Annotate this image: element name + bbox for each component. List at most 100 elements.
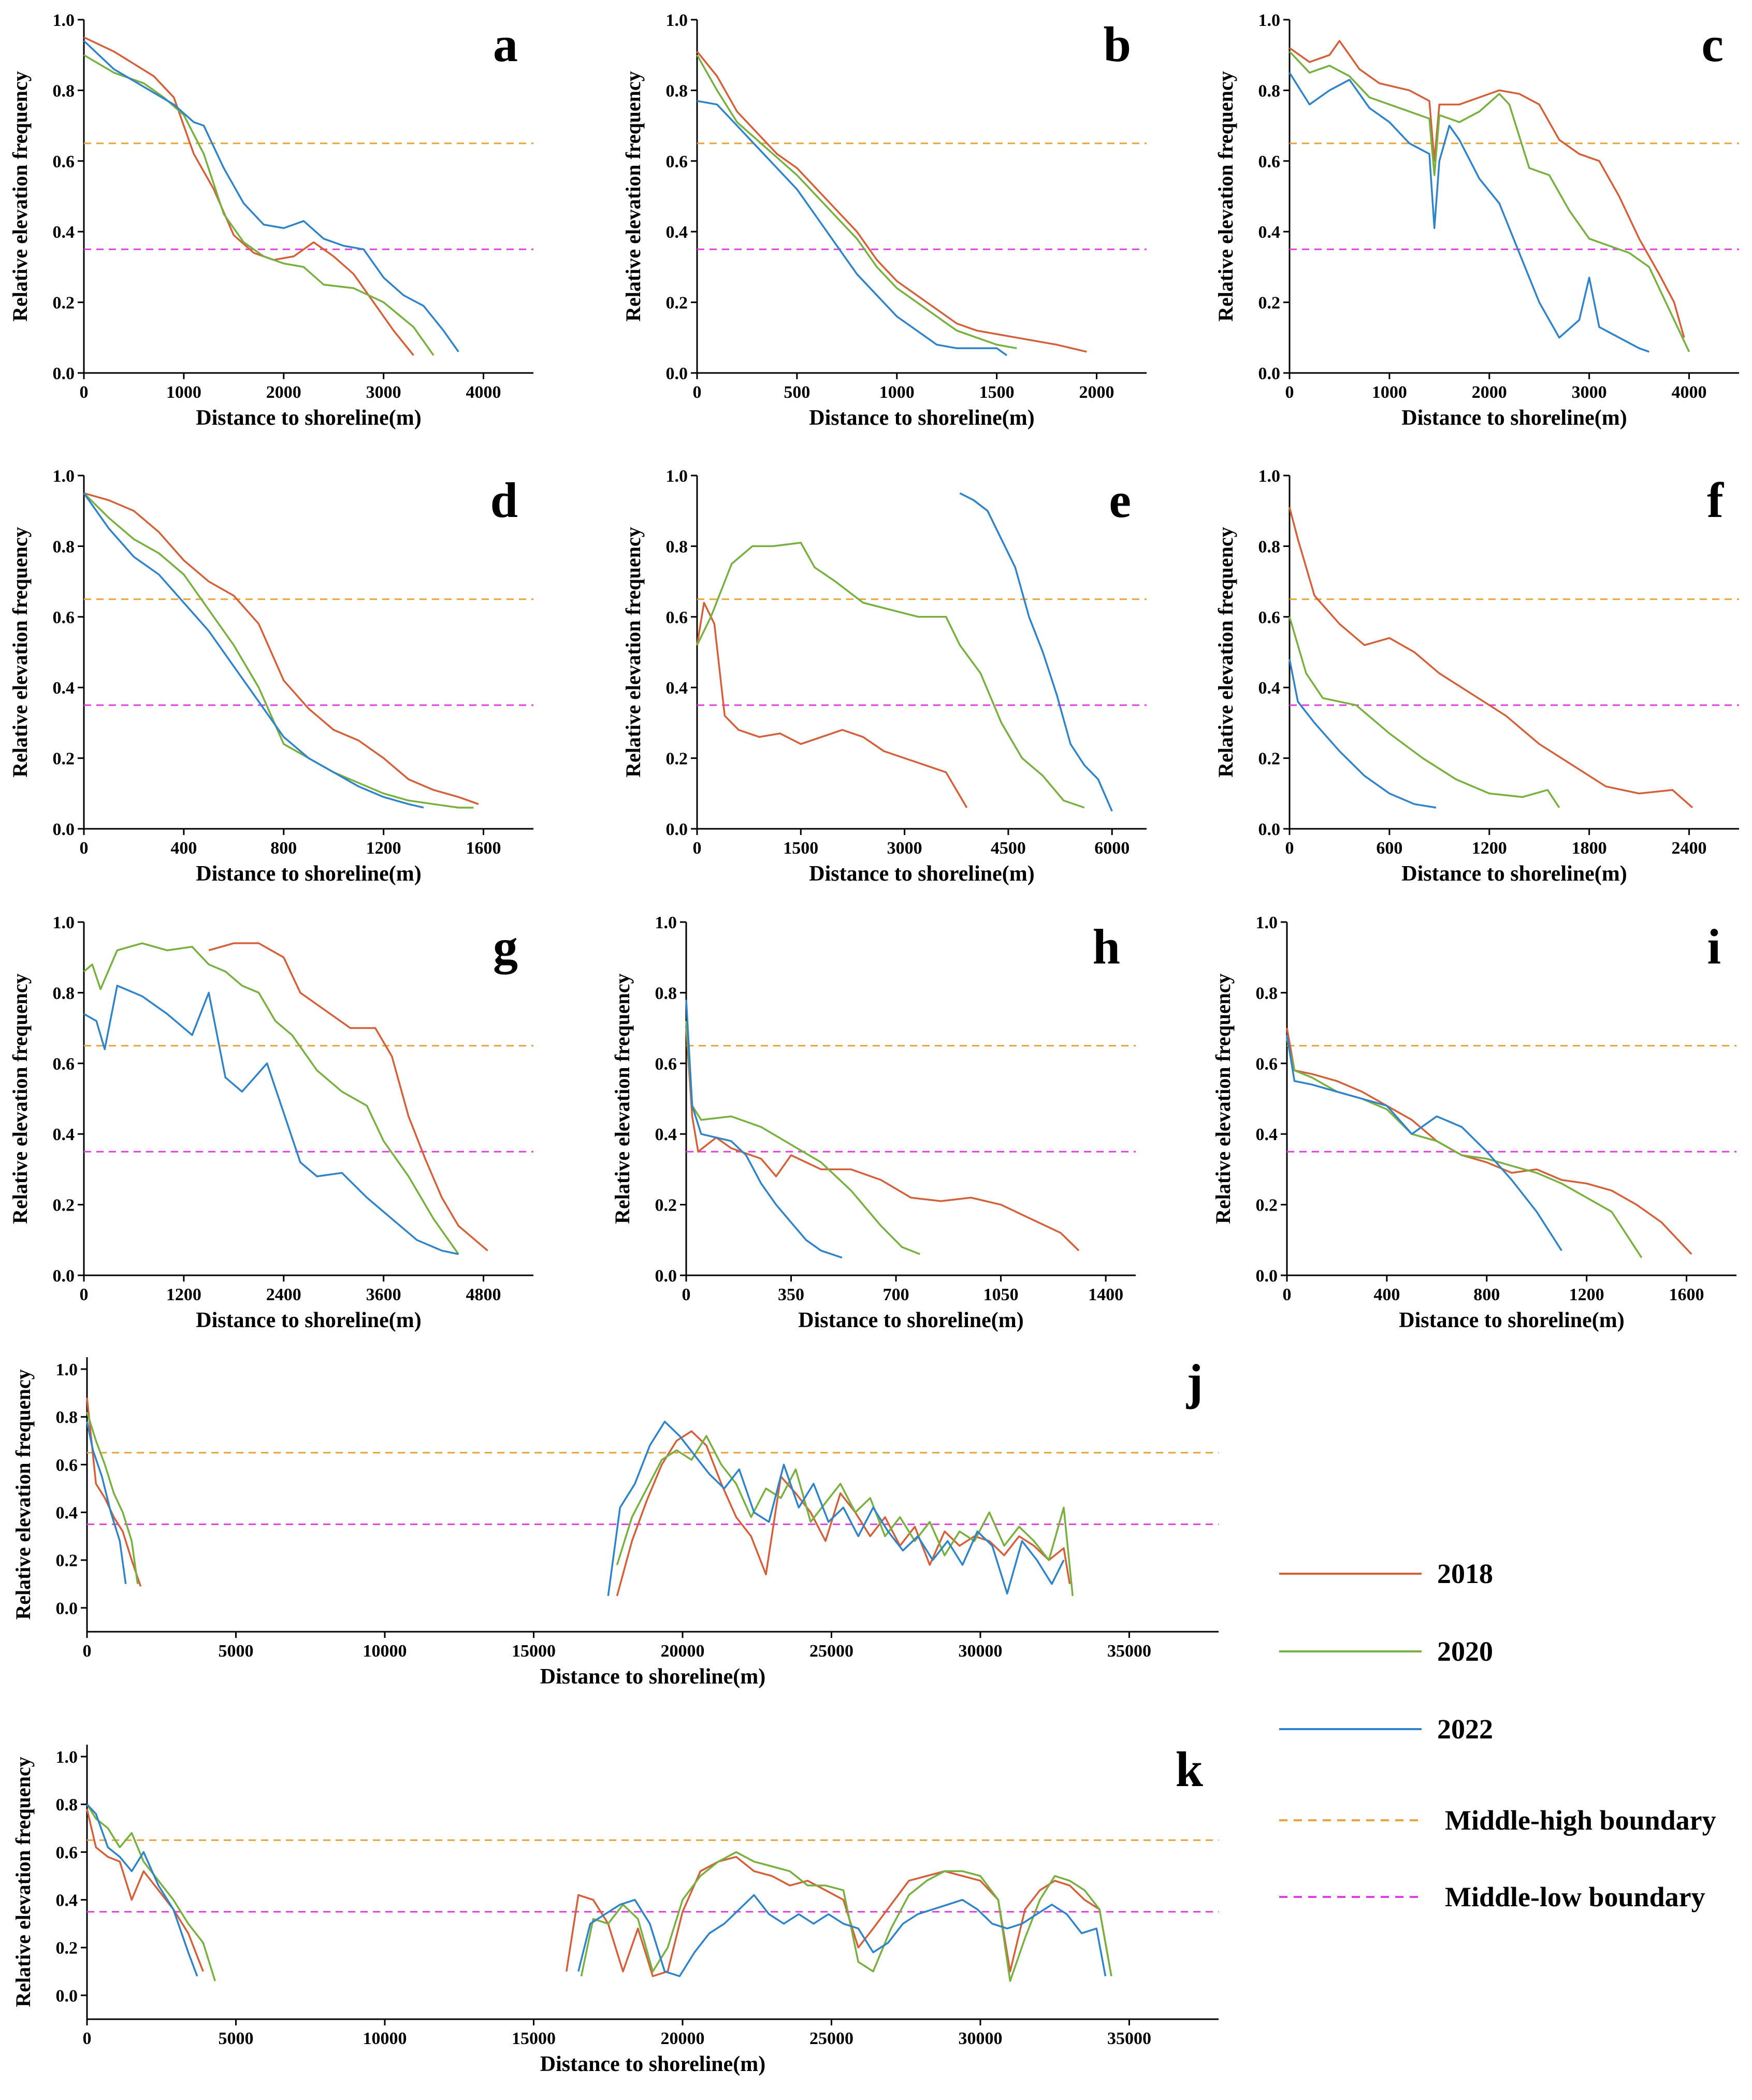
y-axis-label: Relative elevation frequency bbox=[611, 973, 634, 1224]
x-tick-label: 400 bbox=[170, 839, 197, 858]
y-tick-label: 0.8 bbox=[56, 1408, 78, 1427]
series-line-2018 bbox=[566, 1856, 1112, 1977]
chart-panel-f: 0.0 0.2 0.4 0.6 0.8 1.0 0 600 1200 1800 2400 Distan… bbox=[1214, 467, 1739, 886]
y-tick-label: 0.8 bbox=[1256, 984, 1278, 1003]
series-line-2020 bbox=[1286, 1038, 1643, 1258]
x-tick-label: 800 bbox=[1473, 1285, 1500, 1304]
y-tick-label: 1.0 bbox=[53, 11, 75, 30]
y-axis-label: Relative elevation frequency bbox=[621, 71, 645, 322]
x-axis-label: Distance to shoreline(m) bbox=[809, 406, 1034, 430]
y-tick-label: 1.0 bbox=[666, 467, 688, 486]
x-tick-label: 2000 bbox=[266, 383, 301, 402]
x-tick-label: 1000 bbox=[166, 383, 201, 402]
legend-label: 2018 bbox=[1437, 1558, 1493, 1589]
chart-panel-d: 0.0 0.2 0.4 0.6 0.8 1.0 0 400 800 1200 1600 Distanc… bbox=[8, 467, 533, 886]
x-tick-label: 0 bbox=[80, 383, 89, 402]
y-tick-label: 0.4 bbox=[56, 1504, 78, 1523]
chart-panel-i: 0.0 0.2 0.4 0.6 0.8 1.0 0 400 800 1200 1600 Distanc… bbox=[1211, 913, 1736, 1332]
series-line-2018 bbox=[86, 1398, 142, 1587]
x-tick-label: 2000 bbox=[1079, 383, 1114, 402]
series-line-2018 bbox=[696, 51, 1087, 353]
x-tick-label: 4000 bbox=[1672, 383, 1707, 402]
x-tick-label: 1200 bbox=[1569, 1285, 1604, 1304]
chart-panel-k: 0.0 0.2 0.4 0.6 0.8 1.0 0 5000 10000 15000 20000 25… bbox=[11, 1742, 1219, 2076]
panel-letter: e bbox=[1109, 472, 1131, 528]
y-tick-label: 1.0 bbox=[56, 1360, 78, 1379]
x-tick-label: 1400 bbox=[1088, 1285, 1123, 1304]
y-tick-label: 0.6 bbox=[666, 608, 688, 627]
y-tick-label: 0.0 bbox=[655, 1267, 677, 1286]
y-tick-label: 0.8 bbox=[53, 81, 75, 100]
series-line-2018 bbox=[208, 942, 488, 1252]
series-line-2022 bbox=[607, 1420, 1065, 1596]
series-line-2020 bbox=[616, 1435, 1074, 1596]
y-tick-label: 1.0 bbox=[56, 1748, 78, 1767]
series-line-2018 bbox=[86, 1809, 204, 1972]
y-tick-label: 1.0 bbox=[1258, 467, 1281, 486]
x-tick-label: 1200 bbox=[366, 839, 401, 858]
y-tick-label: 0.4 bbox=[56, 1891, 78, 1910]
y-tick-label: 0.8 bbox=[56, 1795, 78, 1815]
series-line-2018 bbox=[83, 492, 479, 805]
y-tick-label: 0.8 bbox=[53, 537, 75, 556]
x-tick-label: 1500 bbox=[979, 383, 1015, 402]
y-axis-label: Relative elevation frequency bbox=[1214, 527, 1237, 778]
series-line-2022 bbox=[1286, 1034, 1562, 1252]
series-line-2020 bbox=[83, 492, 474, 809]
x-tick-label: 1600 bbox=[466, 839, 501, 858]
legend-label: Middle-high boundary bbox=[1445, 1805, 1716, 1836]
x-tick-label: 700 bbox=[883, 1285, 909, 1304]
y-tick-label: 0.4 bbox=[53, 679, 75, 698]
y-tick-label: 1.0 bbox=[655, 913, 677, 932]
y-tick-label: 0.6 bbox=[1258, 152, 1281, 171]
y-tick-label: 0.4 bbox=[666, 679, 688, 698]
y-tick-label: 0.4 bbox=[53, 1125, 75, 1144]
series-line-2022 bbox=[83, 493, 424, 809]
series-line-2020 bbox=[83, 942, 459, 1255]
y-tick-label: 0.0 bbox=[56, 1599, 78, 1618]
y-tick-label: 0.8 bbox=[655, 984, 677, 1003]
y-tick-label: 0.6 bbox=[666, 152, 688, 171]
x-tick-label: 4800 bbox=[466, 1285, 501, 1304]
y-tick-label: 0.6 bbox=[1256, 1055, 1278, 1074]
x-axis-label: Distance to shoreline(m) bbox=[196, 406, 421, 430]
y-tick-label: 0.8 bbox=[666, 81, 688, 100]
series-line-2018 bbox=[696, 601, 968, 808]
x-tick-label: 1050 bbox=[983, 1285, 1019, 1304]
x-tick-label: 800 bbox=[270, 839, 297, 858]
series-line-2022 bbox=[577, 1894, 1107, 1977]
y-axis-label: Relative elevation frequency bbox=[11, 1369, 35, 1620]
y-tick-label: 1.0 bbox=[53, 467, 75, 486]
y-tick-label: 0.4 bbox=[53, 223, 75, 242]
y-tick-label: 0.2 bbox=[655, 1196, 677, 1215]
x-tick-label: 0 bbox=[693, 383, 702, 402]
panel-letter: k bbox=[1176, 1742, 1204, 1797]
panel-letter: g bbox=[493, 919, 518, 974]
x-axis-label: Distance to shoreline(m) bbox=[798, 1308, 1023, 1332]
y-tick-label: 1.0 bbox=[1258, 11, 1281, 30]
y-tick-label: 0.2 bbox=[1256, 1196, 1278, 1215]
x-tick-label: 0 bbox=[1285, 839, 1294, 858]
series-line-2022 bbox=[86, 1421, 127, 1585]
series-line-2020 bbox=[1288, 616, 1560, 809]
panel-letter: h bbox=[1093, 919, 1120, 974]
x-tick-label: 1200 bbox=[1472, 839, 1507, 858]
series-line-2022 bbox=[83, 40, 459, 353]
panel-letter: a bbox=[493, 17, 518, 72]
y-axis-label: Relative elevation frequency bbox=[1211, 973, 1235, 1224]
y-tick-label: 1.0 bbox=[666, 11, 688, 30]
x-tick-label: 1800 bbox=[1572, 839, 1607, 858]
y-tick-label: 0.4 bbox=[1258, 223, 1281, 242]
y-tick-label: 0.2 bbox=[666, 750, 688, 769]
y-tick-label: 0.6 bbox=[56, 1456, 78, 1475]
series-line-2022 bbox=[697, 100, 1008, 356]
x-tick-label: 6000 bbox=[1094, 839, 1130, 858]
x-axis-label: Distance to shoreline(m) bbox=[196, 1308, 421, 1332]
x-tick-label: 3000 bbox=[366, 383, 401, 402]
x-tick-label: 350 bbox=[778, 1285, 804, 1304]
x-tick-label: 2400 bbox=[1672, 839, 1707, 858]
y-axis-label: Relative elevation frequency bbox=[1214, 71, 1237, 322]
y-axis-label: Relative elevation frequency bbox=[8, 527, 32, 778]
x-tick-label: 1600 bbox=[1669, 1285, 1704, 1304]
x-tick-label: 15000 bbox=[512, 2029, 556, 2048]
